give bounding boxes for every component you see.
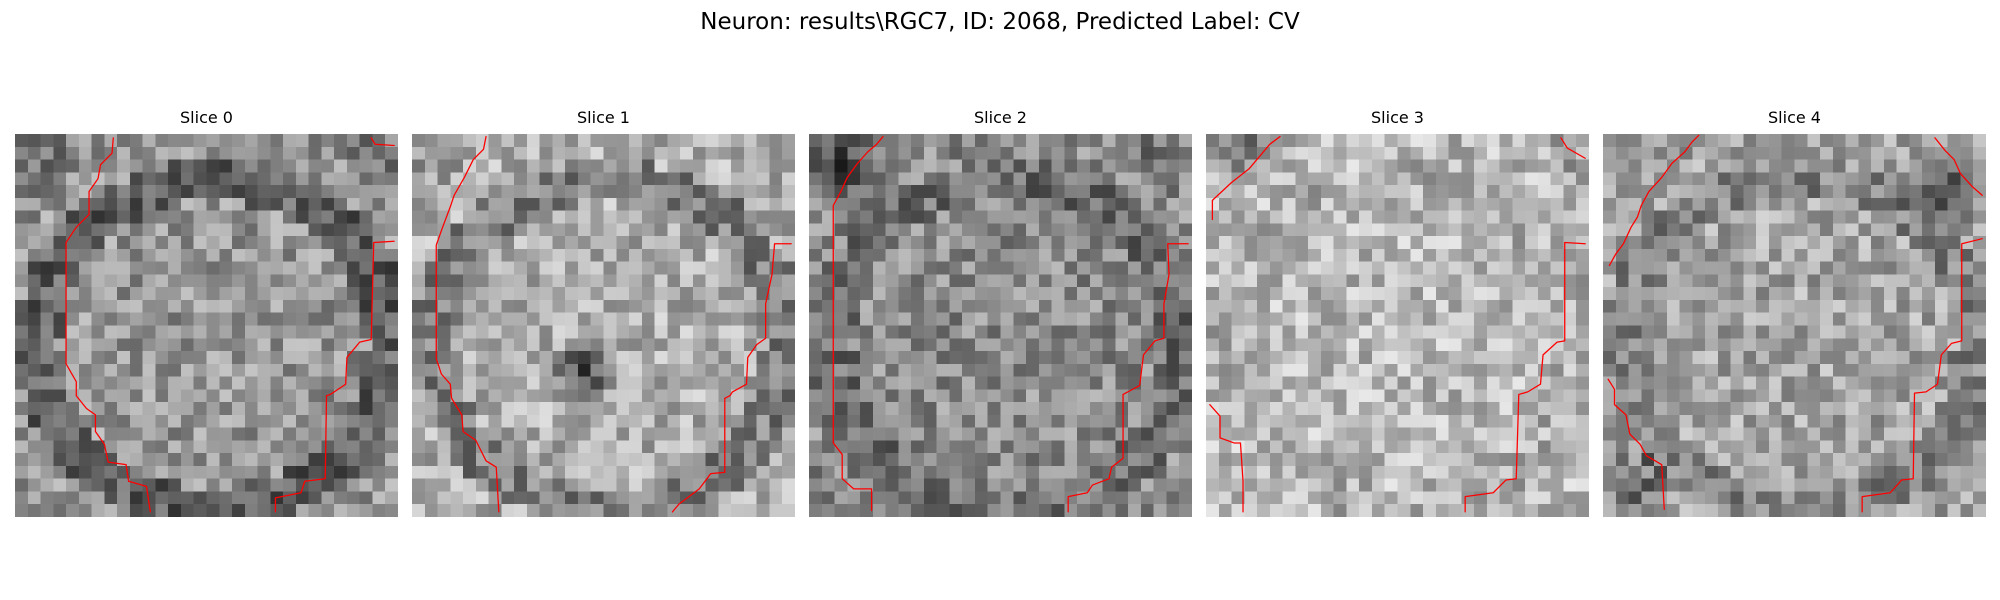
slice-title: Slice 3 <box>1371 108 1424 127</box>
contour-right-top <box>1560 137 1586 159</box>
pixel-grid <box>15 134 398 517</box>
contour-right <box>274 240 395 513</box>
contour-left <box>65 137 151 513</box>
slice-image <box>1603 134 1986 517</box>
contour-lines <box>65 137 395 513</box>
contour-left-bottom <box>1607 378 1665 510</box>
contour-left <box>832 135 884 512</box>
slice-title: Slice 1 <box>577 108 630 127</box>
contour-right <box>671 243 792 513</box>
pixel-grid <box>412 134 795 517</box>
slice-image <box>15 134 398 517</box>
slice-title: Slice 0 <box>180 108 233 127</box>
slice-image <box>412 134 795 517</box>
slice-image <box>809 134 1192 517</box>
contour-right-top <box>370 137 395 147</box>
contour-lines <box>832 135 1189 513</box>
contour-right <box>1464 241 1586 513</box>
figure-title: Neuron: results\RGC7, ID: 2068, Predicte… <box>700 9 1300 35</box>
contour-lines <box>1209 135 1586 513</box>
contour-right <box>1067 243 1189 513</box>
contour-lines <box>1607 134 1983 513</box>
pixel-grid <box>809 134 1192 517</box>
contour-left-top <box>1211 135 1281 221</box>
contour-left-bottom <box>1209 404 1244 513</box>
pixel-grid <box>1603 134 1986 517</box>
contour-left <box>435 135 500 513</box>
contour-left-top <box>1608 134 1700 267</box>
slice-title: Slice 4 <box>1768 108 1821 127</box>
slice-title: Slice 2 <box>974 108 1027 127</box>
contour-right <box>1861 238 1983 513</box>
contour-lines <box>435 135 792 513</box>
slice-image <box>1206 134 1589 517</box>
contour-right-top <box>1934 137 1983 196</box>
pixel-grid <box>1206 134 1589 517</box>
